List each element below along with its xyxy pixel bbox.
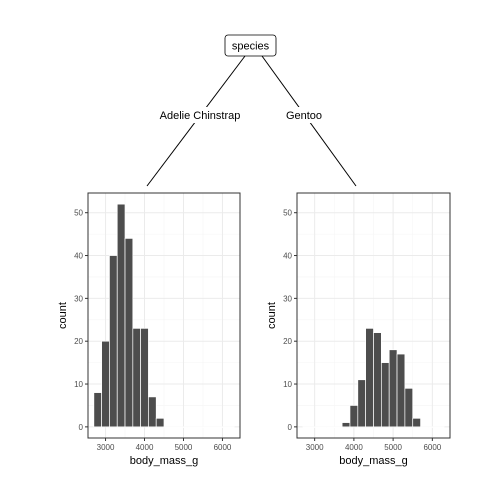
histogram-bar	[116, 203, 126, 428]
histogram-bar	[428, 426, 437, 428]
x-tick-label: 6000	[214, 443, 232, 452]
x-axis-title: body_mass_g	[130, 455, 199, 467]
x-tick-label: 4000	[136, 443, 154, 452]
histogram-bar	[93, 392, 102, 428]
tree-root-label: species	[232, 41, 270, 53]
x-tick-label: 4000	[345, 443, 363, 452]
y-tick-label: 0	[79, 423, 84, 432]
histogram-bar	[412, 417, 421, 428]
histogram-bar	[210, 426, 219, 428]
panel-border	[296, 192, 451, 439]
x-tick-label: 3000	[306, 443, 324, 452]
y-tick-label: 10	[74, 380, 83, 389]
histogram-bar	[380, 362, 390, 428]
y-tick-label: 40	[74, 252, 83, 261]
histogram-bar	[404, 387, 414, 428]
x-tick-label: 6000	[423, 443, 441, 452]
histogram-bar	[318, 426, 327, 428]
x-axis-title: body_mass_g	[339, 455, 408, 467]
x-tick-label: 3000	[97, 443, 115, 452]
histogram-panel-gentoo: 3000 4000 5000 6000 0 10 20 30 40 50 body_mass_g co…	[266, 192, 451, 467]
y-tick-label: 50	[74, 209, 83, 218]
y-tick-label: 20	[283, 337, 292, 346]
x-tick-label: 5000	[175, 443, 193, 452]
histogram-bar	[194, 426, 204, 428]
histogram-bar	[365, 327, 374, 428]
tree-root-node: species	[224, 34, 277, 57]
y-tick-label: 20	[74, 337, 83, 346]
histogram-bar	[109, 255, 118, 428]
y-tick-label: 50	[283, 209, 292, 218]
edge-label-gentoo: Gentoo	[286, 110, 322, 122]
panel-border	[87, 192, 241, 439]
histogram-bar	[179, 426, 188, 428]
histogram-bar	[148, 396, 157, 428]
histogram-bar	[140, 327, 149, 428]
histogram-bar	[310, 426, 319, 428]
histogram-panel-adelie-chinstrap: 3000 4000 5000 6000 0 10 20 30 40 50 body_mass_g co…	[57, 192, 241, 467]
y-tick-label: 30	[283, 294, 292, 303]
histogram-bar	[333, 426, 343, 428]
histogram-bar	[396, 353, 406, 428]
histogram-bar	[349, 405, 359, 428]
y-tick-label: 0	[288, 423, 293, 432]
histogram-bar	[388, 349, 398, 428]
histogram-bar	[373, 332, 382, 428]
histogram-bar	[226, 426, 235, 428]
y-tick-label: 30	[74, 294, 83, 303]
histogram-bar	[124, 238, 134, 428]
x-tick-label: 5000	[384, 443, 402, 452]
y-tick-label: 40	[283, 252, 292, 261]
histogram-bar	[218, 426, 227, 428]
histogram-bar	[302, 426, 312, 428]
histogram-bar	[155, 417, 165, 428]
histogram-bar	[435, 426, 445, 428]
histogram-bar	[357, 379, 367, 428]
histogram-bar	[132, 327, 141, 428]
histogram-bar	[187, 426, 196, 428]
histogram-bar	[326, 426, 335, 428]
histogram-bar	[341, 422, 351, 428]
histogram-bar	[163, 426, 173, 428]
histogram-bar	[171, 426, 180, 428]
y-axis-title: count	[266, 302, 278, 329]
y-tick-label: 10	[283, 380, 292, 389]
histogram-bar	[101, 340, 110, 428]
histogram-bar	[202, 426, 212, 428]
edge-label-adelie-chinstrap: Adelie Chinstrap	[160, 110, 241, 122]
y-axis-title: count	[57, 302, 69, 329]
histogram-bar	[420, 426, 429, 428]
